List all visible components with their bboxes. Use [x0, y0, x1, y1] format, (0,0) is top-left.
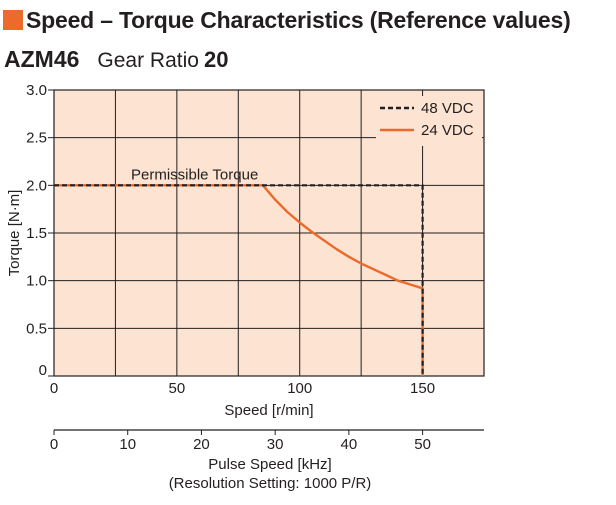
- x-tick-label: 100: [287, 380, 312, 397]
- pulse-speed-axis: 0 10 20 30 40 50: [50, 429, 484, 453]
- pulse-tick-label: 40: [341, 436, 358, 453]
- gear-ratio-label: Gear Ratio: [97, 49, 199, 72]
- legend-box: [376, 96, 482, 146]
- y-tick-label: 0: [39, 362, 47, 379]
- y-tick-label: 1.0: [26, 273, 47, 290]
- series-line-48vdc: [54, 184, 424, 376]
- pulse-tick-label: 10: [119, 436, 136, 453]
- chart-title-text: Speed – Torque Characteristics (Referenc…: [26, 6, 571, 33]
- pulse-tick-label: 50: [414, 436, 431, 453]
- chart-subtitle: AZM46 Gear Ratio 20: [4, 46, 228, 73]
- y-tick-label: 3.0: [26, 82, 47, 99]
- gear-ratio-value: 20: [203, 47, 229, 72]
- legend: 48 VDC 24 VDC: [380, 100, 474, 139]
- legend-label: 48 VDC: [421, 100, 474, 117]
- x-axis-label: Speed [r/min]: [224, 402, 313, 419]
- pulse-speed-axis-label: Pulse Speed [kHz]: [208, 456, 331, 473]
- series-line-24vdc: [54, 184, 424, 376]
- x-tick-label: 150: [410, 380, 435, 397]
- axis-ticks: 0 0.5 1.0 1.5 2.0 2.5 3.0 0 50 100 150: [26, 82, 435, 397]
- y-axis-label: Torque [N·m]: [6, 190, 23, 277]
- series: [54, 184, 424, 376]
- y-tick-label: 2.0: [26, 177, 47, 194]
- title-marker-square-icon: [3, 10, 23, 30]
- legend-label: 24 VDC: [421, 122, 474, 139]
- permissible-torque-annotation: Permissible Torque: [131, 166, 258, 183]
- x-tick-label: 0: [50, 380, 58, 397]
- y-tick-label: 0.5: [26, 320, 47, 337]
- pulse-tick-label: 20: [193, 436, 210, 453]
- model-name: AZM46: [4, 46, 80, 72]
- pulse-tick-label: 30: [267, 436, 284, 453]
- x-tick-label: 50: [169, 380, 186, 397]
- y-tick-label: 1.5: [26, 225, 47, 242]
- chart-title: Speed – Torque Characteristics (Referenc…: [3, 7, 571, 33]
- pulse-tick-label: 0: [50, 436, 58, 453]
- y-tick-label: 2.5: [26, 130, 47, 147]
- resolution-setting-note: (Resolution Setting: 1000 P/R): [169, 475, 372, 492]
